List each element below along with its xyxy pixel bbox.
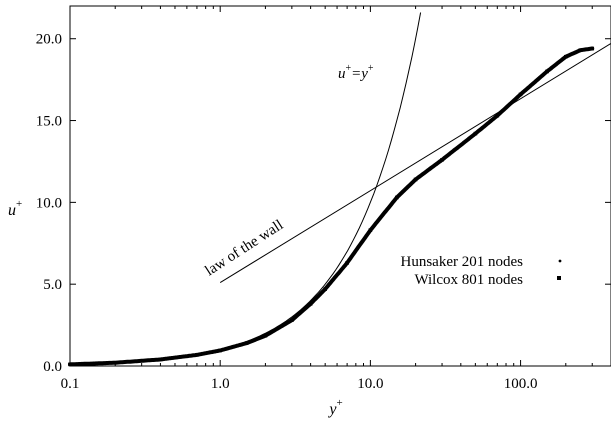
hunsaker-point: [245, 341, 249, 345]
hunsaker-point: [545, 69, 549, 74]
hunsaker-point: [323, 287, 327, 291]
x-tick-label: 1.0: [211, 376, 230, 392]
hunsaker-point: [413, 177, 418, 182]
legend-marker-hunsaker: [558, 259, 562, 263]
wilcox-series-line: [68, 46, 595, 367]
hunsaker-point: [473, 132, 477, 136]
hunsaker-point: [578, 48, 582, 52]
y-tick-label: 0.0: [43, 359, 62, 375]
plot-frame: [69, 5, 611, 367]
hunsaker-point: [518, 92, 523, 96]
y-axis-label: u+: [8, 198, 22, 219]
x-axis-label: y+: [327, 397, 342, 418]
log-law-annotation: law of the wall: [202, 217, 286, 279]
legend-marker-wilcox: [557, 276, 561, 280]
x-axis-label-sup: +: [336, 397, 342, 409]
hunsaker-point: [290, 318, 294, 322]
y-tick-label: 15.0: [36, 114, 62, 130]
y-axis-label-main: u: [8, 202, 16, 219]
hunsaker-point: [158, 357, 163, 362]
viscous-annot-u: u: [338, 66, 346, 82]
legend-label-hunsaker: Hunsaker 201 nodes: [401, 254, 524, 270]
hunsaker-point: [113, 361, 117, 365]
viscous-annot-eq: =y: [351, 66, 368, 82]
hunsaker-point: [218, 348, 222, 353]
y-axis-label-sup: +: [16, 198, 22, 210]
viscous-sublayer-annotation: u+=y+: [338, 63, 374, 82]
hunsaker-point: [68, 362, 72, 366]
log-law-line: [219, 42, 611, 283]
viscous-annot-sup1: +: [346, 63, 352, 74]
y-tick-label: 20.0: [36, 32, 62, 48]
y-tick-label: 5.0: [43, 277, 62, 293]
hunsaker-point: [195, 353, 199, 357]
x-tick-label: 0.1: [61, 376, 80, 392]
axis-ticks: 0.0 5.0 10.0 15.0 20.0 0.1 1.0 10.0 100.0: [36, 6, 611, 392]
hunsaker-point: [564, 55, 568, 59]
hunsaker-point: [368, 228, 372, 232]
y-tick-label: 10.0: [36, 195, 62, 211]
legend-label-wilcox: Wilcox 801 nodes: [414, 272, 523, 288]
hunsaker-point: [440, 158, 444, 162]
hunsaker-point: [590, 46, 594, 51]
hunsaker-point: [495, 114, 499, 118]
hunsaker-point: [309, 302, 313, 306]
x-tick-label: 10.0: [357, 376, 383, 392]
hunsaker-point: [263, 334, 268, 338]
data-series: [68, 46, 595, 367]
x-tick-label: 100.0: [504, 376, 538, 392]
hunsaker-point: [395, 195, 399, 200]
viscous-annot-sup2: +: [368, 63, 374, 74]
hunsaker-point: [345, 261, 349, 265]
x-axis-label-main: y: [327, 401, 337, 418]
legend: Hunsaker 201 nodes Wilcox 801 nodes: [401, 254, 562, 288]
